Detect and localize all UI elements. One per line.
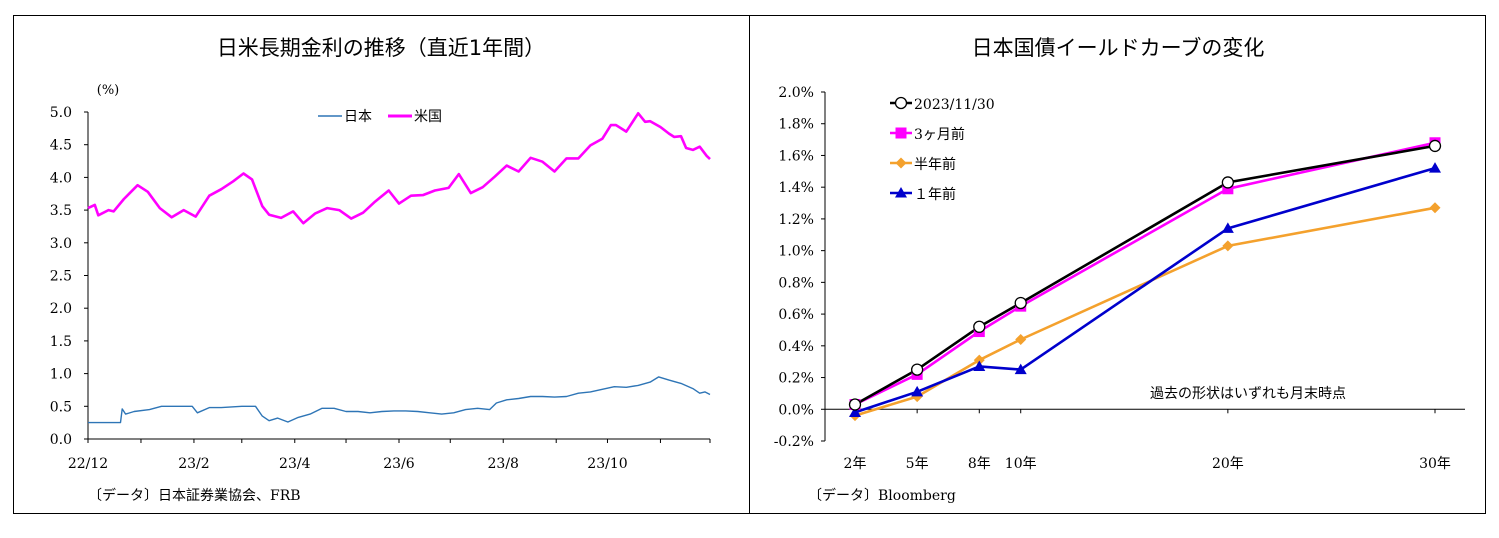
- right-y-tick-label: 0.8%: [778, 275, 814, 291]
- left-x-tick-label: 22/12: [68, 456, 108, 472]
- left-y-unit-label: (%): [97, 83, 120, 98]
- right-series-line: [854, 141, 1436, 406]
- left-series-group: [87, 112, 711, 424]
- right-series-marker: [848, 398, 862, 411]
- right-y-tick-label: 0.2%: [778, 371, 814, 387]
- right-legend-label: １年前: [914, 186, 956, 203]
- right-series-marker: [1222, 240, 1234, 252]
- left-legend-label: 日本: [344, 109, 372, 125]
- right-y-tick-label: 0.4%: [778, 339, 814, 355]
- right-y-tick-label: 2.0%: [778, 85, 814, 101]
- right-series-line: [854, 166, 1436, 414]
- right-series-line: [854, 144, 1436, 406]
- left-source-note: 〔データ〕日本証券業協会、FRB: [88, 487, 301, 504]
- left-series-line-japan: [88, 376, 711, 424]
- right-chart-note: 過去の形状はいずれも月末時点: [1150, 386, 1346, 402]
- right-chart: 日本国債イールドカーブの変化 2.0% 1.8% 1.6% 1.4% 1.2% 1.0% 0…: [774, 36, 1465, 504]
- right-x-tick-label: 30年: [1419, 456, 1451, 472]
- right-chart-title: 日本国債イールドカーブの変化: [972, 36, 1265, 60]
- right-y-tick-label: 1.8%: [778, 117, 814, 133]
- left-y-tick-label: 1.0: [50, 367, 72, 383]
- right-panel-frame: [749, 15, 1486, 514]
- right-series-marker: [1221, 222, 1234, 233]
- right-legend-label: 3ヶ月前: [914, 126, 965, 143]
- left-legend-label: 米国: [414, 109, 442, 125]
- right-y-tick-label: 0.0%: [778, 402, 814, 418]
- right-series-marker: [1222, 183, 1234, 195]
- left-series-line-us: [87, 112, 711, 225]
- right-y-tick-label: 1.4%: [778, 180, 814, 196]
- left-y-tick-label: 3.5: [50, 203, 72, 219]
- right-x-tick-label: 5年: [906, 456, 929, 472]
- right-legend-marker: [894, 96, 908, 110]
- left-x-tick-label: 23/6: [383, 456, 415, 472]
- right-y-tick-label: 0.6%: [778, 307, 814, 323]
- right-series-marker: [1221, 176, 1235, 189]
- right-legend-marker: [895, 127, 907, 139]
- right-series-marker: [1429, 162, 1441, 173]
- right-series-marker: [1015, 333, 1027, 345]
- right-legend-marker: [895, 157, 907, 169]
- right-series-marker: [1429, 202, 1441, 214]
- left-axes: 5.0 4.5 4.0 3.5 3.0 2.5 2.0 1.5 1.0 0.5 0.0 22/12 23…: [50, 105, 711, 472]
- left-y-tick-label: 0.5: [50, 399, 72, 415]
- right-legend-marker: [895, 187, 907, 198]
- left-x-tick-label: 23/2: [178, 456, 209, 472]
- right-series-group: [848, 137, 1442, 422]
- left-x-tick-label: 23/10: [587, 456, 627, 472]
- right-series-marker: [910, 363, 924, 376]
- right-series-marker: [1014, 296, 1027, 310]
- right-series-marker: [1014, 363, 1027, 375]
- right-series-marker: [973, 320, 986, 333]
- right-source-note: 〔データ〕Bloomberg: [808, 487, 956, 504]
- left-y-tick-label: 2.0: [50, 301, 72, 317]
- right-y-tick-label: 1.2%: [778, 212, 814, 228]
- right-legend-label: 半年前: [914, 156, 956, 173]
- right-y-tick-label: 1.0%: [778, 244, 814, 260]
- right-series-marker: [973, 360, 986, 371]
- right-series-marker: [973, 354, 985, 366]
- left-y-tick-label: 2.5: [50, 269, 72, 285]
- right-x-tick-label: 2年: [844, 456, 867, 472]
- left-y-tick-label: 4.0: [50, 170, 72, 186]
- right-y-tick-label: 1.6%: [778, 148, 814, 164]
- left-y-tick-label: 1.5: [50, 334, 72, 350]
- right-series-marker: [849, 406, 861, 417]
- left-chart-title: 日米長期金利の推移（直近1年間）: [217, 36, 545, 60]
- right-x-tick-label: 20年: [1212, 456, 1244, 472]
- right-x-tick-label: 10年: [1005, 456, 1037, 472]
- right-x-tick-label: 8年: [968, 456, 991, 472]
- left-y-tick-label: 5.0: [50, 105, 72, 121]
- right-axes: 2.0% 1.8% 1.6% 1.4% 1.2% 1.0% 0.8% 0.6% 0.4% 0.2%…: [774, 85, 1465, 472]
- left-chart: 日米長期金利の推移（直近1年間） (%) 5.0 4.5 4.0 3.5 3.0 2.5 2…: [50, 36, 711, 504]
- left-x-tick-label: 23/8: [488, 456, 519, 472]
- right-series-line: [854, 206, 1436, 417]
- left-y-tick-label: 0.0: [50, 432, 72, 448]
- right-y-tick-label: -0.2%: [774, 434, 814, 450]
- left-x-tick-label: 23/4: [279, 456, 311, 472]
- right-legend-label: 2023/11/30: [914, 97, 995, 113]
- left-legend: 日本 米国: [318, 109, 442, 125]
- right-series-marker: [911, 385, 924, 397]
- left-y-tick-label: 3.0: [50, 236, 72, 252]
- left-y-tick-label: 4.5: [50, 138, 72, 154]
- right-series-marker: [1428, 139, 1442, 153]
